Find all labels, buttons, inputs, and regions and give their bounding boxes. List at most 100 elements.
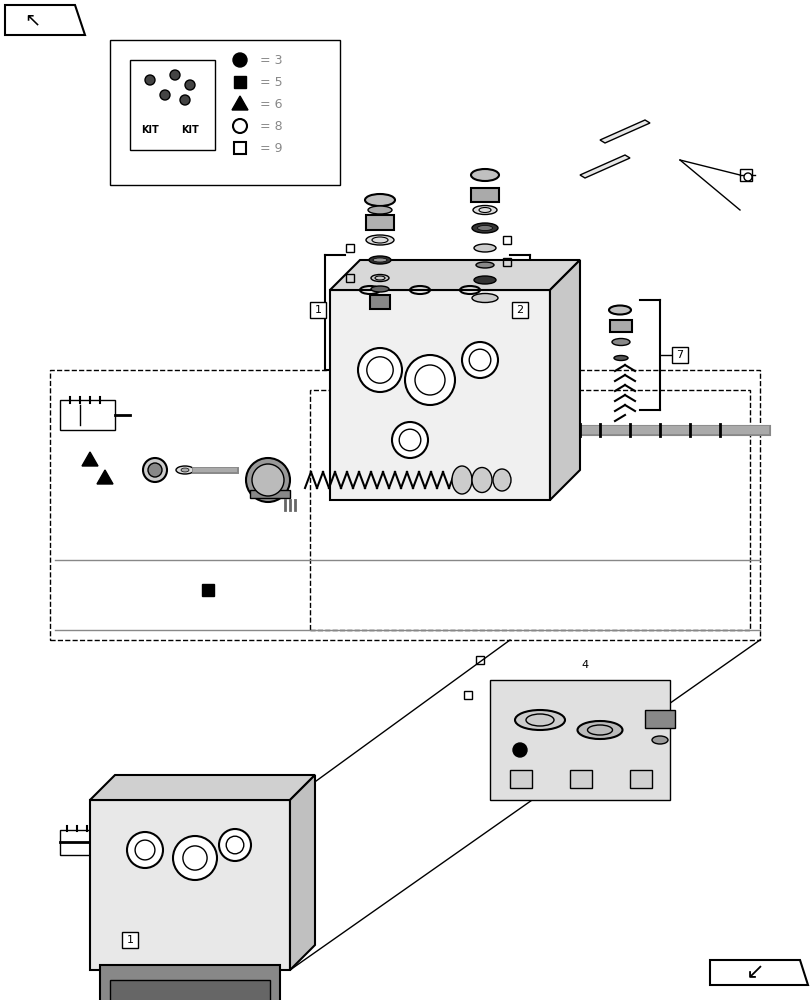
Bar	[100, 965, 280, 1000]
Circle shape	[143, 458, 167, 482]
Circle shape	[226, 836, 243, 854]
Ellipse shape	[474, 276, 496, 284]
Bar	[370, 295, 389, 309]
Ellipse shape	[452, 466, 471, 494]
Polygon shape	[579, 155, 629, 178]
Polygon shape	[329, 260, 579, 290]
Bar	[50, 370, 759, 640]
Ellipse shape	[176, 466, 194, 474]
Bar	[470, 188, 499, 202]
Circle shape	[246, 458, 290, 502]
Ellipse shape	[473, 206, 496, 215]
Circle shape	[180, 95, 190, 105]
Circle shape	[127, 832, 163, 868]
Ellipse shape	[475, 262, 493, 268]
Text: KIT: KIT	[181, 125, 199, 135]
Ellipse shape	[365, 194, 394, 206]
Ellipse shape	[471, 223, 497, 233]
Bar	[475, 656, 483, 664]
Text: 2: 2	[516, 305, 523, 315]
Text: = 8: = 8	[260, 120, 282, 133]
Text: 4: 4	[581, 660, 588, 670]
Text: KIT: KIT	[141, 125, 159, 135]
Circle shape	[169, 70, 180, 80]
Circle shape	[185, 80, 195, 90]
Bar	[345, 244, 354, 252]
Polygon shape	[97, 470, 113, 484]
Bar	[502, 258, 510, 266]
Bar	[366, 215, 393, 230]
Bar	[60, 400, 115, 430]
Circle shape	[399, 429, 420, 451]
Ellipse shape	[471, 294, 497, 302]
Text: 1: 1	[127, 935, 133, 945]
Circle shape	[219, 829, 251, 861]
Circle shape	[148, 463, 162, 477]
Ellipse shape	[613, 356, 627, 360]
Ellipse shape	[608, 306, 630, 314]
Polygon shape	[709, 960, 807, 985]
Ellipse shape	[371, 274, 388, 282]
Circle shape	[251, 464, 284, 496]
Ellipse shape	[514, 710, 564, 730]
Circle shape	[513, 743, 526, 757]
Ellipse shape	[474, 244, 496, 252]
Circle shape	[135, 840, 155, 860]
Circle shape	[392, 422, 427, 458]
Ellipse shape	[366, 235, 393, 245]
Bar	[463, 691, 471, 699]
Circle shape	[358, 348, 401, 392]
Polygon shape	[90, 775, 315, 800]
Circle shape	[233, 53, 247, 67]
Ellipse shape	[470, 169, 499, 181]
Ellipse shape	[181, 468, 189, 472]
Ellipse shape	[367, 206, 392, 214]
Text: ↙: ↙	[744, 962, 763, 982]
Bar	[310, 390, 749, 630]
Text: 7: 7	[676, 350, 683, 360]
Ellipse shape	[372, 258, 387, 262]
Bar	[234, 76, 246, 88]
Circle shape	[173, 836, 217, 880]
Bar	[310, 302, 325, 318]
Bar	[60, 830, 100, 855]
Circle shape	[182, 846, 207, 870]
Bar	[122, 932, 138, 948]
Bar	[569, 770, 591, 788]
Ellipse shape	[651, 736, 667, 744]
Bar	[109, 980, 270, 1000]
Circle shape	[160, 90, 169, 100]
Text: 1: 1	[314, 305, 321, 315]
Bar	[250, 490, 290, 498]
Ellipse shape	[611, 338, 629, 346]
Bar	[672, 347, 687, 363]
Bar	[629, 770, 651, 788]
Circle shape	[414, 365, 444, 395]
Circle shape	[743, 173, 751, 181]
Bar	[345, 274, 354, 282]
Ellipse shape	[477, 226, 492, 231]
Text: = 3: = 3	[260, 54, 282, 67]
Circle shape	[469, 349, 490, 371]
Bar	[512, 302, 527, 318]
Ellipse shape	[577, 721, 622, 739]
Bar	[234, 142, 246, 154]
Circle shape	[233, 119, 247, 133]
Polygon shape	[599, 120, 649, 143]
Ellipse shape	[371, 286, 388, 292]
Bar	[609, 320, 631, 332]
Polygon shape	[489, 680, 669, 800]
Circle shape	[367, 357, 393, 383]
Polygon shape	[549, 260, 579, 500]
Text: = 6: = 6	[260, 98, 282, 111]
Bar	[202, 584, 214, 596]
Bar	[109, 40, 340, 185]
Text: = 9: = 9	[260, 142, 282, 155]
Polygon shape	[90, 800, 290, 970]
Bar	[509, 770, 531, 788]
Polygon shape	[232, 96, 247, 110]
Text: ↖: ↖	[24, 11, 40, 30]
Bar	[502, 236, 510, 244]
Bar	[739, 169, 751, 181]
Polygon shape	[82, 452, 98, 466]
